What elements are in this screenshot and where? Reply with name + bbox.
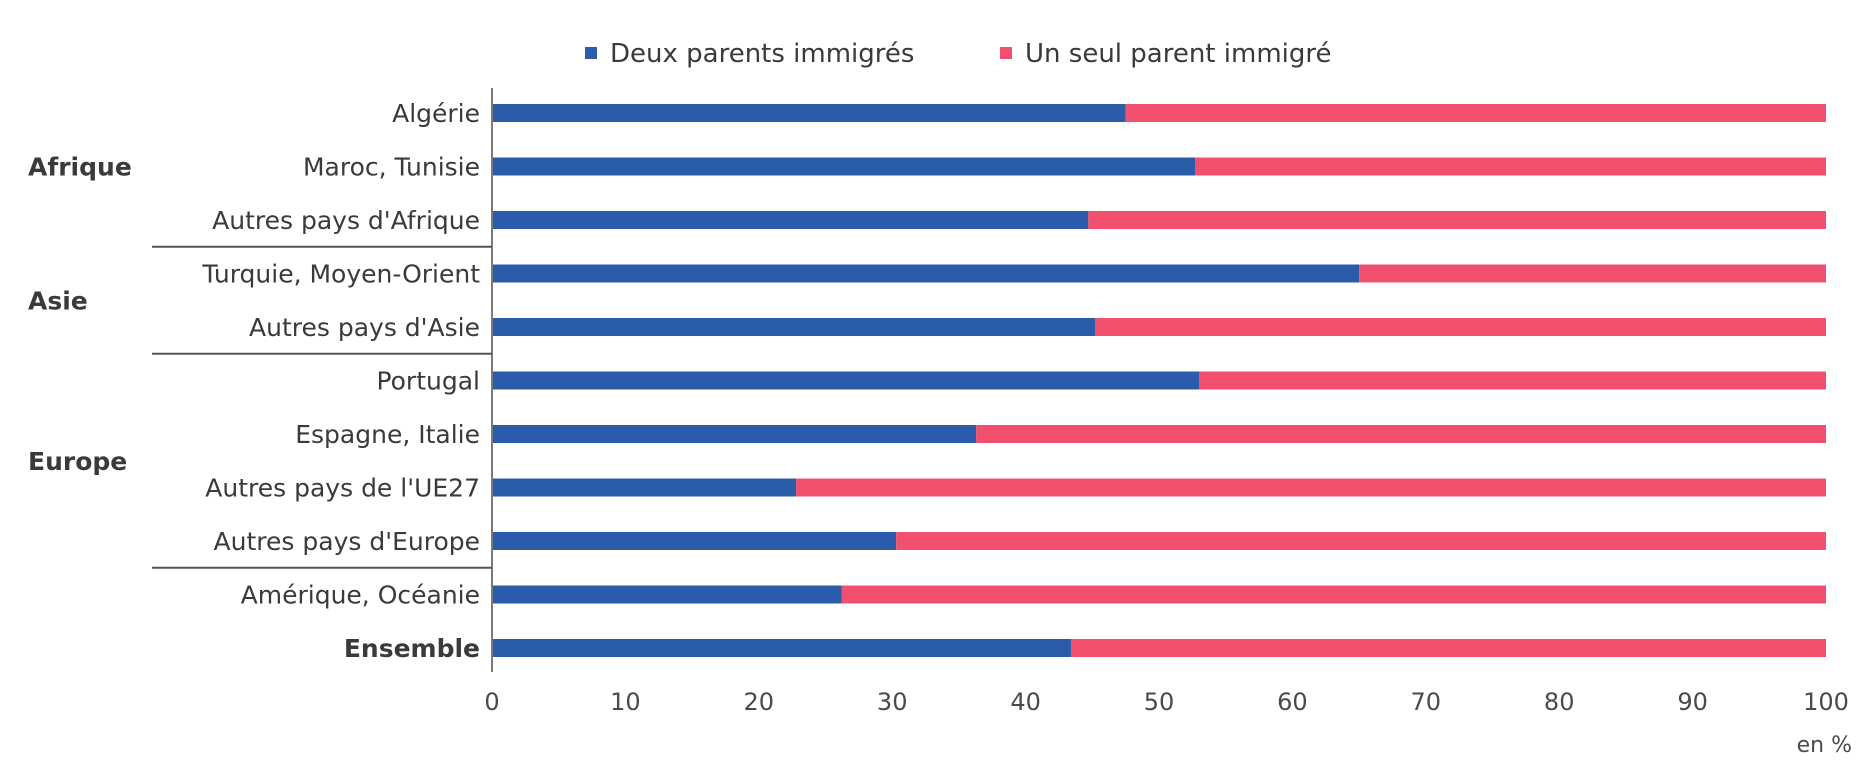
category-label: Espagne, Italie — [295, 420, 480, 449]
x-tick-label: 0 — [484, 688, 499, 716]
bar-segment-deux-parents — [492, 425, 977, 443]
legend: Deux parents immigrés Un seul parent immi… — [585, 39, 1332, 69]
category-label: Algérie — [392, 99, 480, 128]
x-tick-label: 80 — [1544, 688, 1575, 716]
bar-segment-un-parent — [1195, 157, 1826, 176]
group-label: Asie — [28, 286, 88, 315]
group-label: Afrique — [28, 153, 132, 182]
bar-segment-un-parent — [1094, 318, 1826, 336]
bar-segment-un-parent — [1359, 264, 1826, 283]
legend-label: Deux parents immigrés — [610, 39, 914, 69]
bar-segment-deux-parents — [492, 532, 897, 550]
category-label: Portugal — [376, 367, 480, 396]
category-label: Autres pays d'Afrique — [212, 206, 480, 235]
legend-label: Un seul parent immigré — [1025, 39, 1332, 69]
bar-segment-un-parent — [976, 425, 1826, 443]
unit-label: en % — [1797, 733, 1852, 758]
bar-segment-un-parent — [1088, 211, 1826, 229]
bar-segment-un-parent — [1199, 371, 1826, 390]
x-tick-label: 10 — [610, 688, 641, 716]
legend-swatch — [1000, 47, 1012, 59]
bar-segment-deux-parents — [492, 264, 1360, 283]
legend-swatch — [585, 47, 597, 59]
bar-segment-un-parent — [896, 532, 1826, 550]
x-tick-label: 40 — [1010, 688, 1041, 716]
x-tick-label: 100 — [1803, 688, 1849, 716]
bar-segment-deux-parents — [492, 104, 1126, 122]
bar-segment-deux-parents — [492, 211, 1089, 229]
group-label: Europe — [28, 447, 127, 476]
bar-segment-un-parent — [1070, 639, 1826, 657]
x-tick-label: 50 — [1144, 688, 1175, 716]
x-tick-label: 90 — [1677, 688, 1708, 716]
category-label: Amérique, Océanie — [241, 581, 480, 610]
bar-segment-deux-parents — [492, 371, 1200, 390]
bar-segment-un-parent — [841, 585, 1826, 604]
bar-segment-un-parent — [796, 478, 1826, 497]
bars-layer — [492, 104, 1826, 657]
bar-segment-deux-parents — [492, 318, 1095, 336]
category-label: Turquie, Moyen-Orient — [201, 260, 480, 289]
bar-segment-deux-parents — [492, 157, 1196, 176]
bar-segment-deux-parents — [492, 639, 1071, 657]
x-tick-label: 60 — [1277, 688, 1308, 716]
labels-layer: 0 10 20 30 40 50 60 70 80 90 100 en % Algérie Maroc, … — [28, 99, 1852, 758]
bar-segment-un-parent — [1125, 104, 1826, 122]
axis-layer — [152, 88, 493, 672]
category-label: Ensemble — [344, 634, 480, 663]
bar-segment-deux-parents — [492, 585, 842, 604]
x-tick-label: 30 — [877, 688, 908, 716]
bar-segment-deux-parents — [492, 478, 797, 497]
category-label: Maroc, Tunisie — [303, 153, 480, 182]
category-label: Autres pays d'Europe — [214, 527, 480, 556]
x-tick-label: 70 — [1411, 688, 1442, 716]
x-tick-label: 20 — [744, 688, 775, 716]
category-label: Autres pays d'Asie — [249, 313, 480, 342]
category-label: Autres pays de l'UE27 — [205, 474, 480, 503]
